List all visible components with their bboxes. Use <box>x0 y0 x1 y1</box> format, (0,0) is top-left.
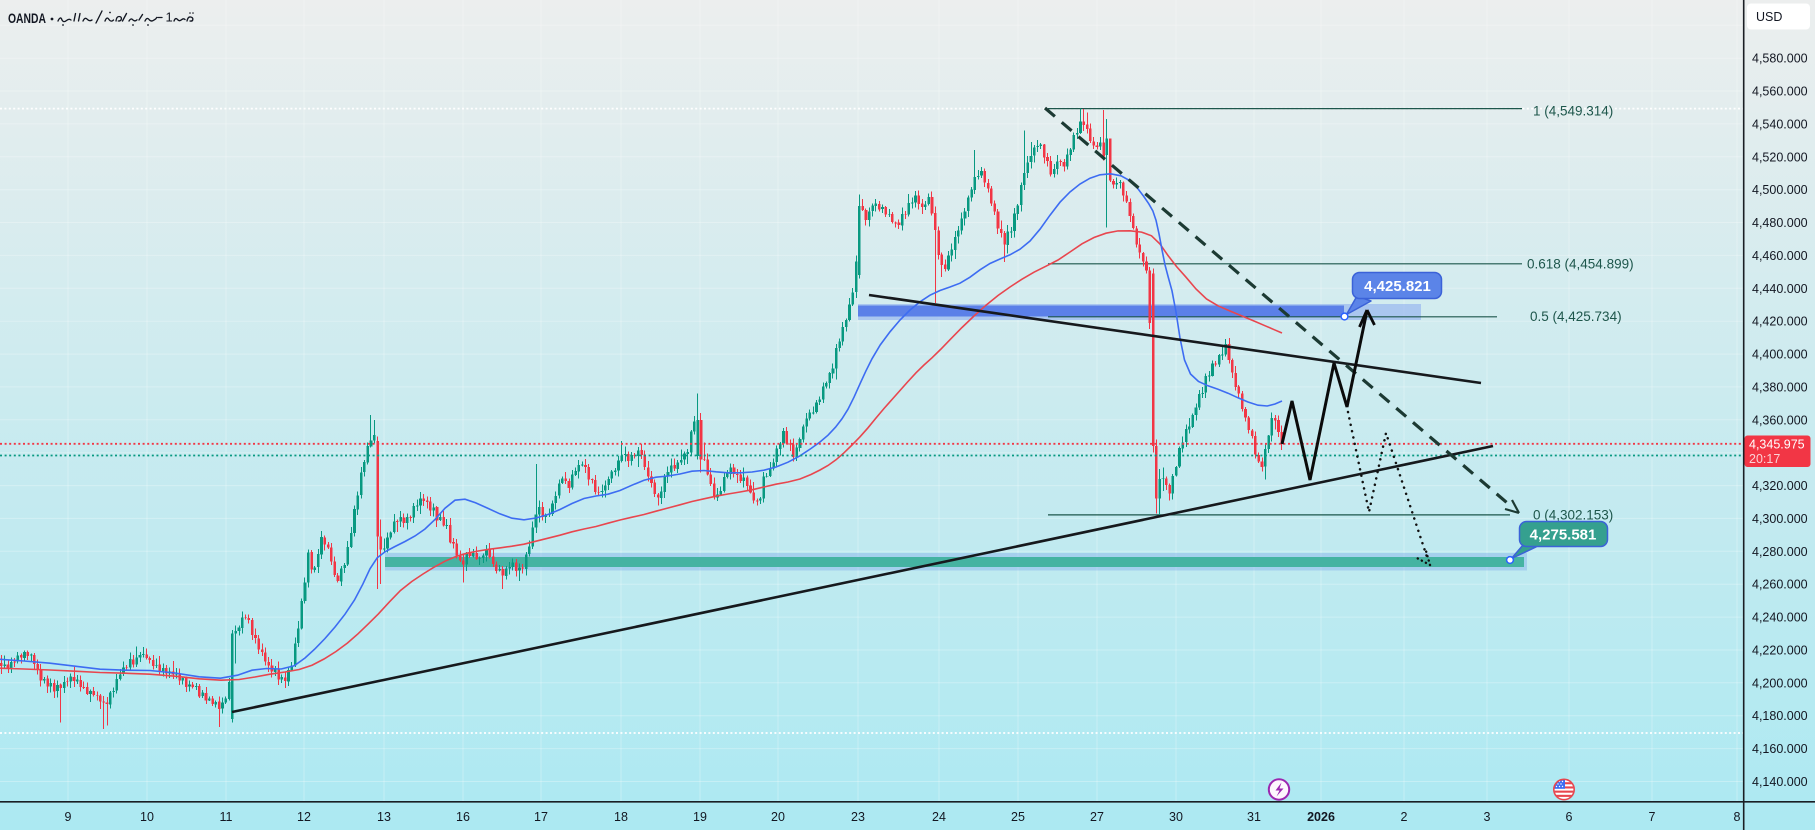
svg-text:4,540.000: 4,540.000 <box>1752 117 1808 131</box>
svg-text:4,400.000: 4,400.000 <box>1752 348 1808 362</box>
svg-text:2: 2 <box>1401 810 1408 824</box>
svg-text:9: 9 <box>65 810 72 824</box>
svg-text:4,200.000: 4,200.000 <box>1752 676 1808 690</box>
svg-text:0 (4,302.153): 0 (4,302.153) <box>1533 507 1613 522</box>
svg-text:18: 18 <box>614 810 628 824</box>
svg-text:USD: USD <box>1756 10 1782 24</box>
svg-text:4,500.000: 4,500.000 <box>1752 183 1808 197</box>
svg-text:2026: 2026 <box>1307 810 1335 824</box>
svg-text:4,480.000: 4,480.000 <box>1752 216 1808 230</box>
svg-text:20:17: 20:17 <box>1749 452 1780 466</box>
svg-text:24: 24 <box>932 810 946 824</box>
svg-text:1 (4,549.314): 1 (4,549.314) <box>1533 104 1613 119</box>
svg-text:4,520.000: 4,520.000 <box>1752 150 1808 164</box>
svg-text:4,440.000: 4,440.000 <box>1752 282 1808 296</box>
svg-text:11: 11 <box>220 810 233 824</box>
svg-text:4,560.000: 4,560.000 <box>1752 85 1808 99</box>
svg-text:31: 31 <box>1247 810 1261 824</box>
svg-text:6: 6 <box>1566 810 1573 824</box>
svg-text:1: 1 <box>166 10 173 25</box>
svg-text:25: 25 <box>1011 810 1025 824</box>
svg-text:8: 8 <box>1734 810 1741 824</box>
svg-text:17: 17 <box>534 810 548 824</box>
svg-text:27: 27 <box>1090 810 1104 824</box>
svg-text:4,420.000: 4,420.000 <box>1752 315 1808 329</box>
svg-text:10: 10 <box>140 810 154 824</box>
svg-text:OANDA: OANDA <box>8 11 46 26</box>
svg-text:4,380.000: 4,380.000 <box>1752 380 1808 394</box>
svg-text:4,300.000: 4,300.000 <box>1752 512 1808 526</box>
svg-text:0.618 (4,454.899): 0.618 (4,454.899) <box>1527 256 1634 271</box>
svg-text:4,280.000: 4,280.000 <box>1752 545 1808 559</box>
svg-text:4,140.000: 4,140.000 <box>1752 775 1808 789</box>
svg-text:4,240.000: 4,240.000 <box>1752 611 1808 625</box>
svg-text:0.5 (4,425.734): 0.5 (4,425.734) <box>1530 309 1622 324</box>
svg-text:4,460.000: 4,460.000 <box>1752 249 1808 263</box>
svg-text:23: 23 <box>851 810 865 824</box>
svg-text:7: 7 <box>1649 810 1656 824</box>
svg-text:4,275.581: 4,275.581 <box>1530 527 1597 544</box>
svg-text:19: 19 <box>693 810 707 824</box>
svg-text:4,260.000: 4,260.000 <box>1752 578 1808 592</box>
svg-text:4,220.000: 4,220.000 <box>1752 644 1808 658</box>
svg-text:4,160.000: 4,160.000 <box>1752 742 1808 756</box>
svg-text:3: 3 <box>1484 810 1491 824</box>
svg-text:4,345.975: 4,345.975 <box>1749 438 1805 452</box>
svg-text:4,360.000: 4,360.000 <box>1752 413 1808 427</box>
svg-text:4,580.000: 4,580.000 <box>1752 52 1808 66</box>
svg-text:20: 20 <box>771 810 785 824</box>
svg-text:4,180.000: 4,180.000 <box>1752 709 1808 723</box>
svg-text:30: 30 <box>1169 810 1183 824</box>
svg-text:13: 13 <box>377 810 391 824</box>
svg-text:4,425.821: 4,425.821 <box>1364 278 1431 295</box>
svg-text:16: 16 <box>456 810 470 824</box>
svg-text:12: 12 <box>297 810 311 824</box>
svg-text:4,320.000: 4,320.000 <box>1752 479 1808 493</box>
